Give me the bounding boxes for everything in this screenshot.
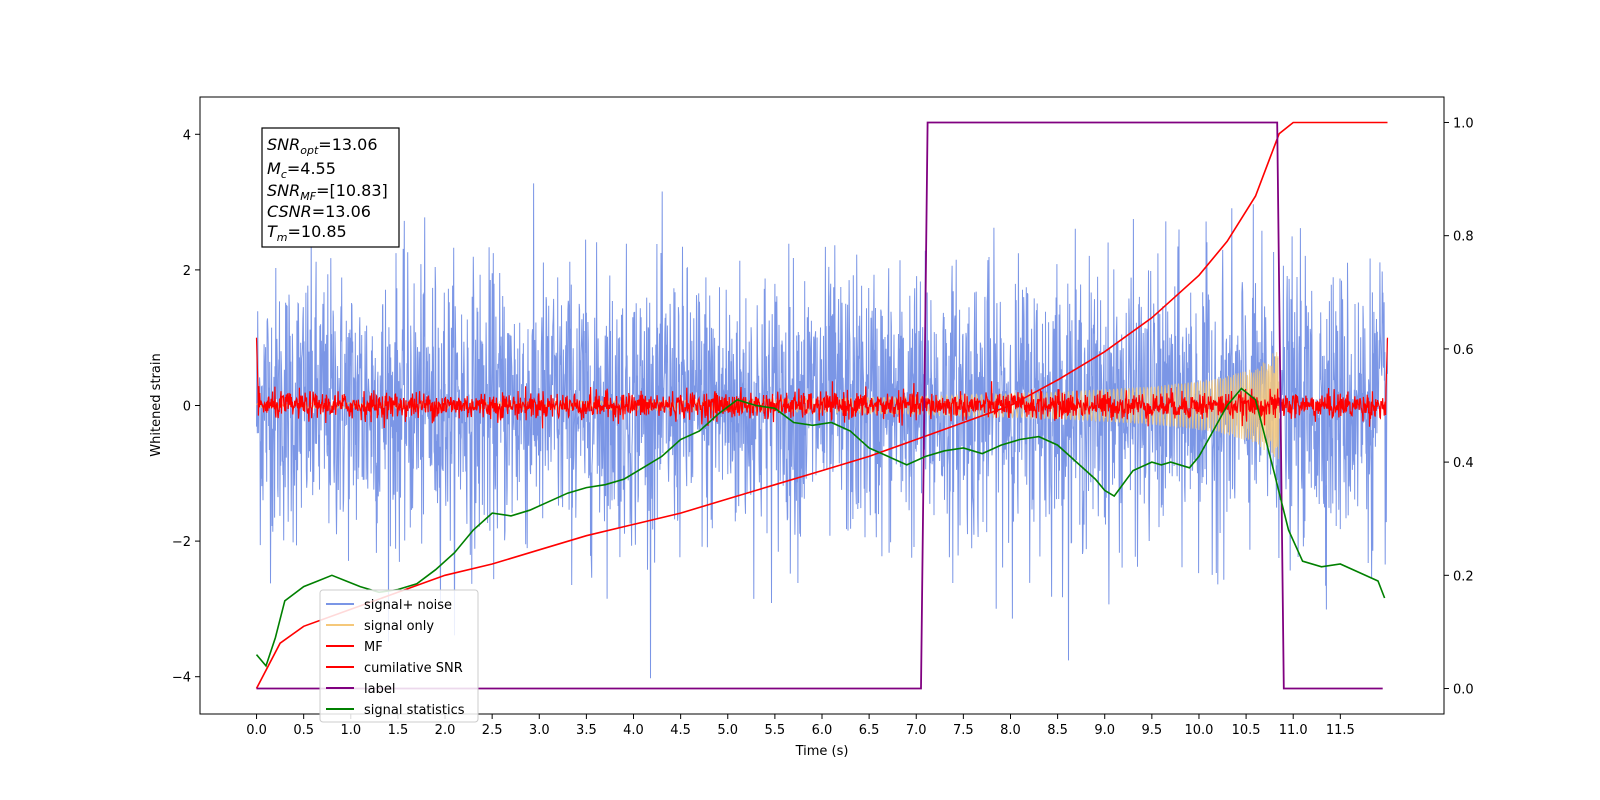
info-csnr: CSNR=13.06	[267, 202, 371, 221]
legend-label-signal-statistics: signal statistics	[364, 703, 465, 718]
y2-tick-label: 0.8	[1453, 230, 1474, 245]
y-axis-left: 4 2 0 −2 −4	[172, 128, 200, 686]
legend-label-mf: MF	[364, 640, 383, 655]
y2-tick-label: 0.6	[1453, 343, 1474, 358]
legend-frame	[319, 589, 479, 723]
series-label	[256, 121, 1383, 690]
info-box-frame	[261, 127, 400, 248]
x-tick-label: 2.0	[435, 723, 456, 738]
legend-label-cumulative-snr: cumilative SNR	[364, 661, 463, 676]
y-axis-right: 1.0 0.8 0.6 0.4 0.2 0.0	[1444, 116, 1474, 698]
legend-label-signal-noise: signal+ noise	[364, 598, 452, 613]
legend-label-signal-only: signal only	[364, 619, 434, 634]
x-tick-label: 4.0	[623, 723, 644, 738]
series-mf	[255, 337, 1389, 429]
x-tick-label: 7.5	[953, 723, 974, 738]
y-tick-label: 4	[183, 128, 191, 143]
x-tick-label: 0.0	[246, 723, 267, 738]
x-axis: 0.0 0.5 1.0 1.5 2.0 2.5 3.0 3.5 4.0 4.5 5.0 5.5 6.0 6…	[246, 714, 1355, 738]
y2-tick-label: 0.0	[1453, 683, 1474, 698]
x-tick-label: 5.5	[765, 723, 786, 738]
x-axis-label: Time (s)	[795, 744, 849, 759]
x-tick-label: 8.5	[1047, 723, 1068, 738]
legend: signal+ noise signal only MF cumilative …	[319, 589, 479, 723]
y2-tick-label: 0.2	[1453, 569, 1474, 584]
x-tick-label: 7.0	[906, 723, 927, 738]
x-tick-label: 11.5	[1326, 723, 1355, 738]
y-tick-label: −2	[172, 535, 191, 550]
y2-tick-label: 0.4	[1453, 456, 1474, 471]
x-tick-label: 9.0	[1094, 723, 1115, 738]
y-tick-label: 0	[183, 400, 191, 415]
x-tick-label: 11.0	[1279, 723, 1308, 738]
x-tick-label: 10.0	[1184, 723, 1213, 738]
info-mc: Mc=4.55	[267, 159, 336, 181]
y-tick-label: −4	[172, 671, 191, 686]
x-tick-label: 0.5	[293, 723, 314, 738]
x-tick-label: 9.5	[1142, 723, 1163, 738]
info-snr-mf: SNRMF=[10.83]	[267, 181, 388, 203]
x-tick-label: 3.0	[529, 723, 550, 738]
x-tick-label: 4.5	[670, 723, 691, 738]
x-tick-label: 6.5	[859, 723, 880, 738]
x-tick-label: 1.0	[340, 723, 361, 738]
x-tick-label: 10.5	[1232, 723, 1261, 738]
x-tick-label: 1.5	[388, 723, 409, 738]
info-tm: Tm=10.85	[267, 222, 347, 244]
y-axis-label: Whitened strain	[149, 353, 164, 456]
x-tick-label: 5.0	[717, 723, 738, 738]
x-tick-label: 8.0	[1000, 723, 1021, 738]
x-tick-label: 6.0	[812, 723, 833, 738]
plot-area	[255, 121, 1389, 690]
series-cumulative-snr	[255, 121, 1388, 689]
y-tick-label: 2	[183, 264, 191, 279]
y2-tick-label: 1.0	[1453, 116, 1474, 131]
series-signal-statistics	[255, 387, 1386, 668]
info-box: SNRopt=13.06 Mc=4.55 SNRMF=[10.83] CSNR=…	[261, 127, 400, 248]
x-tick-label: 3.5	[576, 723, 597, 738]
info-snr-opt: SNRopt=13.06	[267, 135, 378, 157]
legend-label-label: label	[364, 682, 395, 697]
x-tick-label: 2.5	[482, 723, 503, 738]
